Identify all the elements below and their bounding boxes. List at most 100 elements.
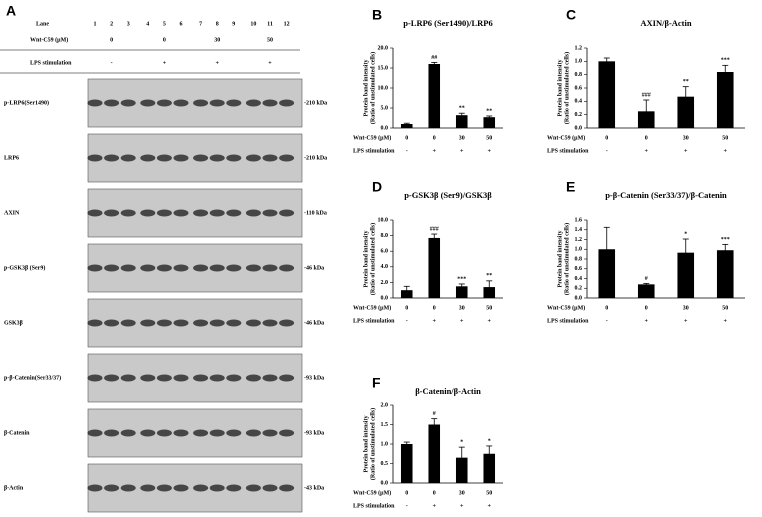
bar (677, 252, 695, 298)
y-tick-label: 5.0 (381, 105, 389, 111)
x-row-value: + (645, 148, 649, 154)
significance: ** (486, 273, 492, 279)
x-row-value: + (488, 503, 492, 509)
blot-band (262, 209, 278, 217)
blot-band (156, 374, 172, 382)
y-tick-label: 8.0 (381, 233, 389, 239)
y-tick-label: 0.4 (575, 276, 583, 282)
x-row-value: - (606, 318, 608, 324)
blot-band (104, 484, 120, 492)
significance: ** (486, 108, 492, 114)
blot-band (140, 99, 156, 107)
x-row-value: + (433, 318, 437, 324)
significance: ## (431, 55, 437, 61)
row-label: Wnt-C59 (μM) (30, 36, 68, 43)
y-axis-label: (Ratio of unstimulated cells) (563, 223, 570, 295)
blot-band (104, 374, 120, 382)
blot-band (173, 319, 189, 327)
y-axis-label: Protein band intensity (363, 60, 369, 117)
significance: *** (721, 237, 730, 243)
lane-number: 8 (216, 21, 219, 27)
blot-size: -93 kDa (304, 430, 324, 436)
blot-band (140, 429, 156, 437)
row-value: 0 (163, 37, 166, 43)
row-value: 50 (267, 37, 273, 43)
y-tick-label: 0.2 (575, 112, 583, 118)
significance: ** (459, 106, 465, 112)
blot-band (193, 154, 209, 162)
blot-band (120, 319, 136, 327)
blot-band (209, 319, 225, 327)
blot-band (173, 99, 189, 107)
blot-band (245, 319, 261, 327)
blot-band (226, 154, 242, 162)
x-row-value: + (645, 318, 649, 324)
y-tick-label: 1.0 (381, 441, 389, 447)
blot-band (104, 319, 120, 327)
blot-band (173, 484, 189, 492)
x-row-label: Wnt-C59 (μM) (547, 134, 585, 141)
bar (455, 115, 468, 128)
y-axis-label: (Ratio of unstimulated cells) (369, 408, 376, 480)
x-row-value: 0 (605, 135, 608, 141)
x-row-value: + (684, 318, 688, 324)
y-tick-label: 0.8 (575, 72, 583, 78)
blot-band (87, 484, 103, 492)
x-row-value: 0 (433, 135, 436, 141)
lane-number: 4 (146, 21, 149, 27)
x-row-value: 0 (433, 490, 436, 496)
blot-band (173, 264, 189, 272)
blot-band (140, 209, 156, 217)
x-row-value: - (606, 148, 608, 154)
lane-number: 6 (180, 21, 183, 27)
panel-letter: D (372, 179, 382, 195)
x-row-label: LPS stimulation (353, 318, 395, 324)
y-tick-label: 0.0 (381, 125, 389, 131)
blot-band (209, 99, 225, 107)
x-row-value: + (460, 503, 464, 509)
row-value: + (268, 60, 272, 66)
blot-band (209, 429, 225, 437)
lane-label: Lane (36, 21, 49, 27)
blot-band (120, 484, 136, 492)
blot-band (245, 484, 261, 492)
blot-band (262, 99, 278, 107)
x-row-value: - (406, 318, 408, 324)
x-row-label: Wnt-C59 (μM) (353, 489, 391, 496)
x-row-value: 0 (645, 135, 648, 141)
y-tick-label: 0.0 (575, 125, 583, 131)
bar (400, 124, 413, 128)
lane-number: 5 (163, 21, 166, 27)
y-tick-label: 6.0 (381, 249, 389, 255)
blot-band (226, 209, 242, 217)
panel-letter: E (566, 179, 575, 195)
y-tick-label: 10.0 (378, 85, 389, 91)
x-row-value: + (684, 148, 688, 154)
significance: * (488, 438, 491, 444)
blot-band (173, 374, 189, 382)
blot-band (262, 429, 278, 437)
y-tick-label: 0.4 (575, 99, 583, 105)
bar (598, 61, 616, 129)
y-axis-label: Protein band intensity (557, 231, 563, 288)
blot-band (156, 429, 172, 437)
panel-letter: B (372, 7, 382, 23)
x-row-value: + (433, 148, 437, 154)
x-row-value: + (488, 148, 492, 154)
blot-band (173, 154, 189, 162)
x-row-value: 0 (605, 305, 608, 311)
y-tick-label: 4.0 (381, 264, 389, 270)
blot-size: -46 kDa (304, 320, 324, 326)
blot-band (87, 319, 103, 327)
y-tick-label: 1.2 (575, 45, 583, 51)
blot-band (209, 484, 225, 492)
blot-band (156, 154, 172, 162)
blot-band (262, 374, 278, 382)
x-row-value: 50 (486, 305, 492, 311)
blot-name: GSK3β (4, 320, 23, 326)
row-value: + (215, 60, 219, 66)
blot-band (226, 429, 242, 437)
x-row-value: 30 (683, 135, 689, 141)
blot-band (279, 154, 295, 162)
blot-band (120, 209, 136, 217)
